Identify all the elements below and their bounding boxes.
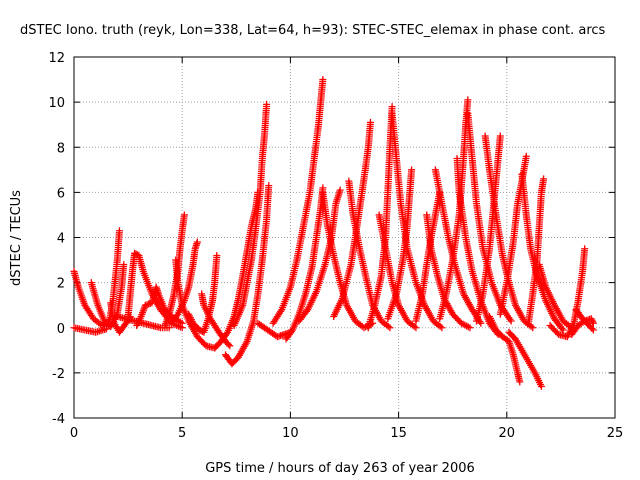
y-tick-label: 10 xyxy=(48,96,65,111)
data-point-marker xyxy=(120,261,128,269)
data-point-marker xyxy=(180,211,188,219)
data-point-marker xyxy=(477,319,485,327)
x-axis-label: GPS time / hours of day 263 of year 2006 xyxy=(205,461,475,476)
x-tick-label: 25 xyxy=(607,426,624,441)
data-point-marker xyxy=(466,324,474,332)
data-point-marker xyxy=(226,342,234,350)
y-axis-label: dSTEC / TECUs xyxy=(9,190,24,286)
y-tick-label: -2 xyxy=(52,367,65,382)
data-point-marker xyxy=(224,340,232,348)
data-point-marker xyxy=(540,175,548,183)
data-point-marker xyxy=(581,245,589,253)
y-axis-ticks: -4 -2 0 2 4 6 8 10 12 xyxy=(48,51,615,427)
data-point-marker xyxy=(496,132,504,140)
data-point-marker xyxy=(265,182,273,190)
y-tick-label: 8 xyxy=(57,141,65,156)
y-tick-label: 6 xyxy=(57,186,65,201)
data-point-marker xyxy=(589,319,597,327)
data-point-marker xyxy=(178,319,186,327)
data-point-marker xyxy=(438,324,446,332)
data-points xyxy=(70,76,597,390)
data-point-marker xyxy=(388,103,396,111)
data-point-marker xyxy=(507,317,515,325)
data-point-marker xyxy=(587,315,595,323)
data-point-marker xyxy=(115,227,123,235)
data-point-marker xyxy=(366,118,374,126)
data-point-marker xyxy=(336,186,344,194)
data-point-marker xyxy=(516,378,524,386)
y-tick-label: 4 xyxy=(57,232,65,247)
x-tick-label: 0 xyxy=(70,426,78,441)
y-tick-label: 12 xyxy=(48,51,65,66)
y-tick-label: -4 xyxy=(52,412,65,427)
data-point-marker xyxy=(464,96,472,104)
x-tick-label: 20 xyxy=(499,426,516,441)
data-point-marker xyxy=(213,252,221,260)
data-point-marker xyxy=(537,382,545,390)
y-tick-label: 0 xyxy=(57,322,65,337)
data-point-marker xyxy=(408,166,416,174)
data-point-marker xyxy=(589,318,597,326)
data-point-marker xyxy=(386,324,394,332)
data-point-marker xyxy=(522,152,530,160)
y-tick-label: 2 xyxy=(57,277,65,292)
data-point-marker xyxy=(263,100,271,108)
grid-lines xyxy=(74,57,615,418)
data-point-marker xyxy=(558,324,566,332)
data-point-marker xyxy=(588,316,596,324)
data-point-marker xyxy=(319,76,327,84)
x-axis-ticks: 0 5 10 15 20 25 xyxy=(70,57,623,441)
data-point-marker xyxy=(412,324,420,332)
data-point-marker xyxy=(165,324,173,332)
chart-title: dSTEC Iono. truth (reyk, Lon=338, Lat=64… xyxy=(20,23,606,38)
data-point-marker xyxy=(193,238,201,246)
x-tick-label: 5 xyxy=(178,426,186,441)
data-point-marker xyxy=(588,325,596,333)
data-point-marker xyxy=(559,326,567,334)
data-point-marker xyxy=(589,326,597,334)
x-tick-label: 15 xyxy=(390,426,407,441)
data-point-marker xyxy=(529,324,537,332)
x-tick-label: 10 xyxy=(282,426,299,441)
